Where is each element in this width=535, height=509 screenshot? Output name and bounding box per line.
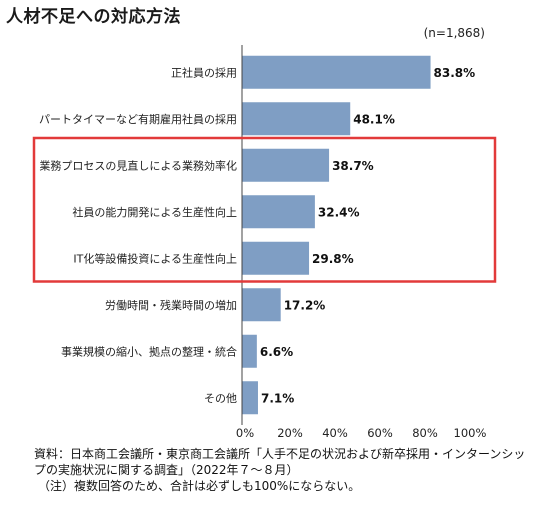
bar (242, 148, 330, 182)
footnote: 資料：日本商工会議所・東京商工会議所「人手不足の状況および新卒採用・インターンシ… (34, 446, 530, 494)
category-label: 事業規模の縮小、拠点の整理・統合 (61, 344, 237, 358)
sample-size-label: (n=1,868) (423, 26, 485, 40)
footnote-source: 資料：日本商工会議所・東京商工会議所「人手不足の状況および新卒採用・インターンシ… (34, 447, 526, 477)
value-label: 48.1% (353, 112, 395, 126)
bar-chart: 正社員の採用 83.8% パートタイマーなど有期雇用社員の採用 48.1% 業務プロセス… (32, 45, 497, 440)
category-label: その他 (204, 392, 237, 405)
value-label: 38.7% (332, 159, 374, 173)
bar (242, 102, 351, 136)
value-label: 32.4% (318, 205, 360, 219)
footnote-note: （注）複数回答のため、合計は必ずしも100%にならない。 (38, 479, 361, 493)
value-label: 7.1% (261, 391, 294, 405)
x-tick-label: 40% (322, 426, 348, 440)
value-label: 6.6% (260, 345, 293, 359)
x-tick-label: 60% (367, 426, 393, 440)
bar (242, 241, 310, 275)
category-label: 社員の能力開発による生産性向上 (72, 205, 237, 219)
category-label: 労働時間・残業時間の増加 (105, 298, 237, 312)
bar (242, 381, 258, 415)
bar (242, 334, 257, 368)
category-label: パートタイマーなど有期雇用社員の採用 (39, 112, 237, 126)
highlight-box (32, 136, 497, 283)
x-tick-label: 0% (236, 426, 254, 440)
x-tick-label: 100% (454, 426, 487, 440)
x-tick-label: 20% (277, 426, 303, 440)
bar (242, 195, 315, 229)
chart-title: 人材不足への対応方法 (6, 7, 181, 27)
bar (242, 55, 431, 89)
value-label: 83.8% (434, 66, 476, 80)
bar (242, 288, 281, 322)
value-label: 29.8% (312, 252, 354, 266)
value-label: 17.2% (284, 298, 326, 312)
category-label: 正社員の採用 (171, 65, 237, 79)
x-tick-label: 80% (412, 426, 438, 440)
category-label: 業務プロセスの見直しによる業務効率化 (39, 158, 237, 172)
category-label: IT化等設備投資による生産性向上 (73, 251, 237, 265)
